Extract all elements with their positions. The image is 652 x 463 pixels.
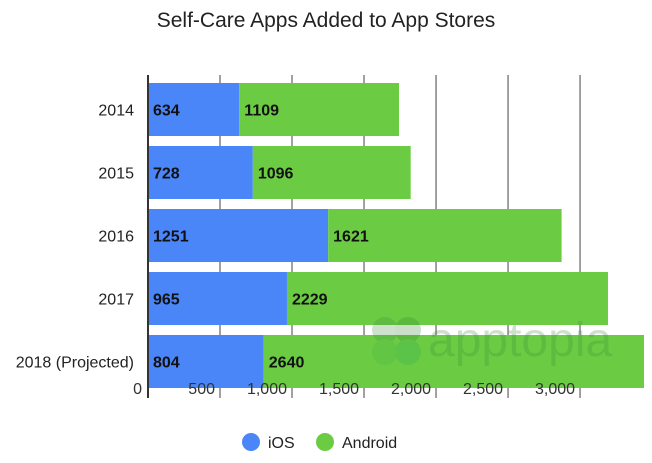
bars: 634 1109 728 1096 1251 1621 965 2229 804 2640	[148, 83, 644, 388]
category-label: 2017	[98, 292, 134, 309]
data-label: 1109	[244, 103, 279, 120]
legend-marker-android	[316, 433, 334, 451]
bar-android	[252, 146, 411, 199]
data-label: 2229	[292, 292, 328, 309]
bar-android	[328, 209, 562, 262]
legend: iOS Android	[242, 433, 397, 452]
data-label: 1621	[333, 229, 369, 246]
category-labels: 2014 2015 2016 2017 2018 (Projected)	[16, 103, 134, 372]
category-label: 2016	[98, 229, 134, 246]
x-tick-labels: 0 500 1,000 1,500 2,000 2,500 3,000	[133, 381, 575, 398]
bar-android	[239, 83, 400, 136]
x-tick-label: 500	[188, 381, 215, 398]
legend-label: Android	[342, 435, 397, 452]
chart-title: Self-Care Apps Added to App Stores	[157, 9, 496, 32]
data-label: 1096	[258, 166, 294, 183]
bar-ios	[148, 335, 264, 388]
watermark-text: apptopia	[428, 314, 612, 367]
legend-label: iOS	[268, 435, 295, 452]
x-tick-label: 1,500	[319, 381, 359, 398]
x-tick-label: 0	[133, 381, 142, 398]
bar-android	[286, 272, 608, 325]
legend-marker-ios	[242, 433, 260, 451]
data-label: 2640	[269, 355, 305, 372]
apptopia-watermark: apptopia	[372, 314, 612, 367]
x-tick-label: 2,000	[391, 381, 431, 398]
data-label: 728	[153, 166, 180, 183]
data-label: 965	[153, 292, 180, 309]
bar-ios	[148, 83, 240, 136]
x-tick-label: 2,500	[463, 381, 503, 398]
bar-ios	[148, 209, 329, 262]
data-label: 804	[153, 355, 180, 372]
category-label: 2018 (Projected)	[16, 355, 134, 372]
category-label: 2015	[98, 166, 134, 183]
bar-ios	[148, 146, 253, 199]
x-tick-label: 1,000	[247, 381, 287, 398]
bar-android	[263, 335, 644, 388]
x-tick-label: 3,000	[535, 381, 575, 398]
data-label: 634	[153, 103, 180, 120]
bar-ios	[148, 272, 287, 325]
category-label: 2014	[98, 103, 134, 120]
data-label: 1251	[153, 229, 189, 246]
